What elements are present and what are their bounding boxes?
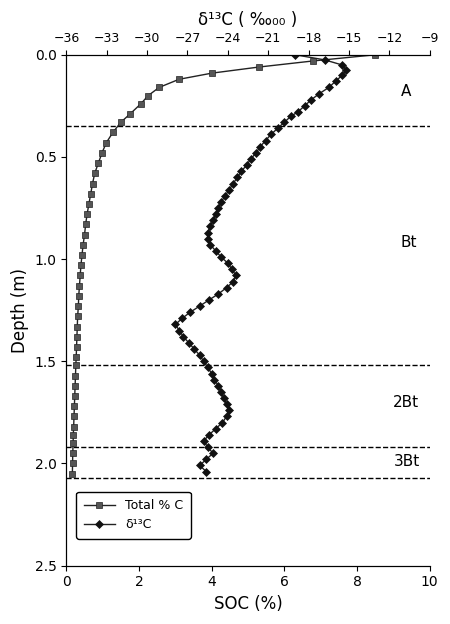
Total % C: [74, 333, 80, 341]
Total % C: [75, 313, 81, 320]
δ¹³C: [226, 407, 232, 414]
Text: Bt: Bt: [400, 235, 417, 250]
Total % C: [104, 139, 109, 147]
Total % C: [86, 200, 92, 208]
Total % C: [72, 382, 78, 389]
Total % C: [82, 231, 87, 238]
Y-axis label: Depth (m): Depth (m): [11, 268, 29, 353]
Text: A: A: [400, 84, 411, 99]
Total % C: [118, 119, 124, 126]
Total % C: [85, 210, 90, 218]
Total % C: [373, 51, 378, 59]
Total % C: [76, 292, 81, 300]
X-axis label: δ¹³C ( ‰₀₀ ): δ¹³C ( ‰₀₀ ): [198, 11, 297, 29]
Total % C: [73, 353, 79, 361]
δ¹³C: [230, 278, 236, 285]
Total % C: [79, 251, 85, 259]
Total % C: [72, 402, 77, 410]
Total % C: [110, 129, 116, 136]
Total % C: [138, 100, 144, 107]
Text: 3Bt: 3Bt: [393, 454, 419, 469]
δ¹³C: [248, 155, 253, 163]
Total % C: [78, 261, 84, 269]
Total % C: [70, 460, 75, 467]
δ¹³C: [224, 401, 229, 408]
Total % C: [99, 149, 105, 157]
Total % C: [96, 159, 101, 167]
Total % C: [72, 392, 77, 400]
Total % C: [77, 282, 82, 290]
Total % C: [70, 449, 76, 457]
Total % C: [81, 241, 86, 248]
δ¹³C: [204, 468, 209, 475]
δ¹³C: [292, 51, 298, 59]
Total % C: [70, 470, 75, 477]
Total % C: [70, 439, 76, 447]
Text: 2Bt: 2Bt: [393, 394, 419, 409]
Total % C: [92, 170, 98, 177]
Line: Total % C: Total % C: [69, 51, 379, 477]
Total % C: [77, 271, 83, 279]
Total % C: [74, 343, 79, 351]
Total % C: [90, 180, 95, 187]
Total % C: [311, 57, 316, 65]
Total % C: [71, 412, 76, 420]
δ¹³C: [234, 173, 240, 181]
δ¹³C: [257, 143, 263, 150]
Total % C: [73, 362, 79, 369]
Total % C: [209, 69, 214, 77]
Total % C: [71, 431, 76, 439]
Total % C: [76, 303, 81, 310]
Total % C: [71, 423, 76, 431]
Total % C: [256, 63, 261, 71]
Total % C: [176, 76, 182, 83]
X-axis label: SOC (%): SOC (%): [214, 595, 283, 613]
Total % C: [88, 190, 94, 197]
Total % C: [83, 221, 88, 228]
Total % C: [156, 84, 162, 91]
Legend: Total % C, δ¹³C: Total % C, δ¹³C: [76, 492, 191, 539]
Total % C: [75, 323, 80, 330]
Total % C: [145, 92, 151, 99]
Line: δ¹³C: δ¹³C: [173, 52, 349, 474]
Total % C: [73, 372, 78, 379]
Total % C: [127, 110, 133, 118]
